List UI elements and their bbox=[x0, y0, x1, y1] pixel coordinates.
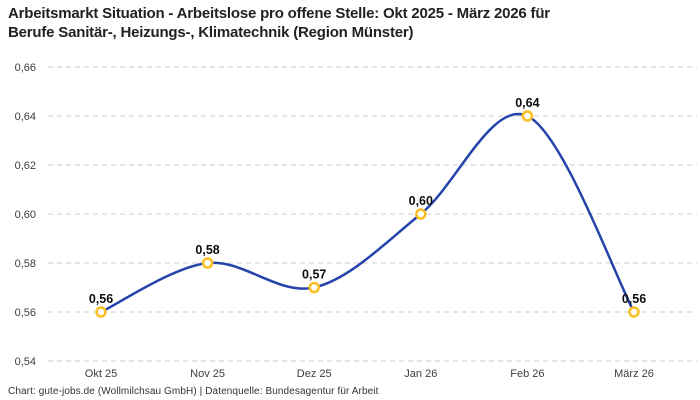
data-point-label: 0,60 bbox=[409, 194, 433, 208]
y-axis-tick-label: 0,60 bbox=[15, 209, 36, 221]
point-labels-group: 0,56 0,58 0,57 0,60 0,64 0,56 bbox=[89, 96, 646, 306]
y-axis-tick-label: 0,64 bbox=[15, 111, 36, 123]
data-point-marker bbox=[415, 208, 427, 220]
data-point-marker bbox=[628, 306, 640, 318]
chart-footer-credit: Chart: gute-jobs.de (Wollmilchsau GmbH) … bbox=[8, 386, 379, 397]
x-axis-tick-label: Okt 25 bbox=[85, 368, 117, 380]
x-axis-labels-group: Okt 25 Nov 25 Dez 25 Jan 26 Feb 26 März 26 bbox=[85, 368, 654, 380]
line-series-path bbox=[99, 112, 636, 314]
y-axis-tick-label: 0,54 bbox=[15, 356, 36, 368]
data-point-label: 0,56 bbox=[622, 292, 646, 306]
data-point-label: 0,58 bbox=[195, 243, 219, 257]
data-point-label: 0,57 bbox=[302, 268, 326, 282]
data-point-label: 0,64 bbox=[515, 96, 539, 110]
y-axis-tick-label: 0,56 bbox=[15, 307, 36, 319]
chart-title: Arbeitsmarkt Situation - Arbeitslose pro… bbox=[8, 4, 668, 42]
y-axis-labels-group: 0,54 0,56 0,58 0,60 0,62 0,64 0,66 bbox=[15, 62, 36, 368]
data-point-label: 0,56 bbox=[89, 292, 113, 306]
data-point-marker bbox=[521, 110, 534, 122]
data-point-marker bbox=[308, 281, 320, 294]
y-axis-tick-label: 0,66 bbox=[15, 62, 36, 74]
data-point-marker bbox=[95, 306, 107, 318]
chart-title-line1: Arbeitsmarkt Situation - Arbeitslose pro… bbox=[8, 5, 550, 22]
data-point-marker bbox=[201, 257, 214, 269]
y-axis-tick-label: 0,58 bbox=[15, 258, 36, 270]
x-axis-tick-label: Jan 26 bbox=[404, 368, 437, 380]
line-series-group bbox=[99, 112, 636, 314]
x-axis-tick-label: Feb 26 bbox=[510, 368, 544, 380]
x-axis-tick-label: Dez 25 bbox=[297, 368, 332, 380]
x-axis-tick-label: März 26 bbox=[614, 368, 654, 380]
gridlines-group bbox=[48, 66, 697, 362]
y-axis-tick-label: 0,62 bbox=[15, 160, 36, 172]
markers-group bbox=[95, 110, 640, 318]
x-axis-tick-label: Nov 25 bbox=[190, 368, 225, 380]
chart-title-line2: Berufe Sanitär-, Heizungs-, Klimatechnik… bbox=[8, 24, 414, 41]
